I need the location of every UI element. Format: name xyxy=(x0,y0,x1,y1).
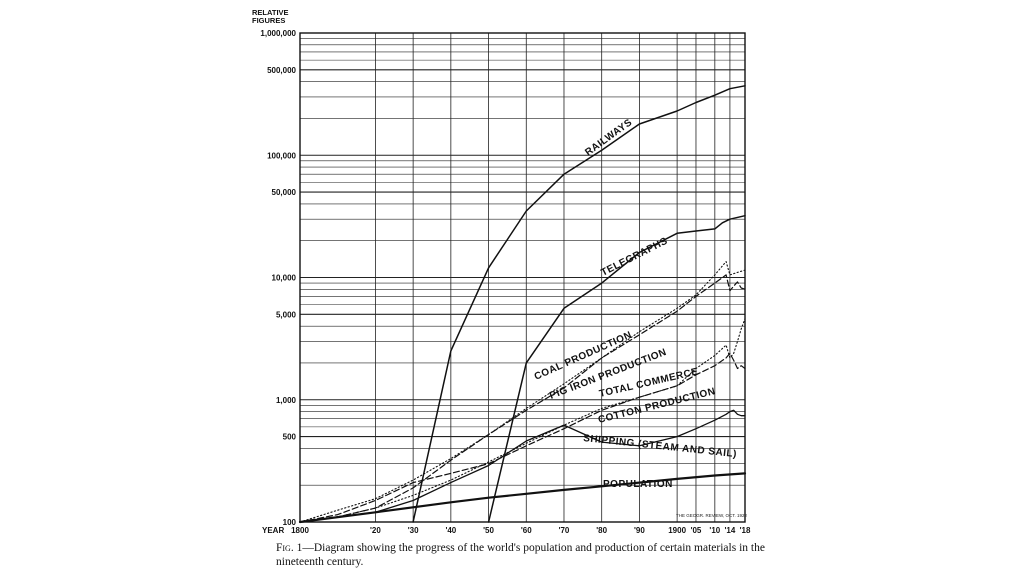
y-tick-label: 500 xyxy=(283,433,297,442)
y-tick-label: 10,000 xyxy=(272,274,297,283)
x-tick-label: '30 xyxy=(408,526,419,535)
series-line-3 xyxy=(299,274,746,523)
series-line-7 xyxy=(298,472,747,524)
series-label: POPULATION xyxy=(603,479,673,490)
x-tick-label: '80 xyxy=(596,526,607,535)
credit-note: THE GEOGR. REVIEW, OCT. 1922 xyxy=(676,513,748,518)
chart-axes xyxy=(299,32,746,523)
x-tick-label: '60 xyxy=(521,526,532,535)
x-tick-label: 1800 xyxy=(291,526,309,535)
series-label: TELEGRAPHS xyxy=(599,236,669,279)
figure-number: Fig. 1 xyxy=(276,542,303,554)
x-tick-label: '14 xyxy=(725,526,736,535)
series-line-4 xyxy=(299,318,746,523)
y-tick-label: 1,000,000 xyxy=(260,29,296,38)
series-label: SHIPPING (STEAM AND SAIL) xyxy=(583,433,738,460)
series-label: RAILWAYS xyxy=(583,117,634,158)
x-tick-label: '18 xyxy=(740,526,751,535)
plot-frame xyxy=(299,32,746,523)
x-axis-prefix: YEAR xyxy=(262,526,284,535)
x-tick-label: '70 xyxy=(559,526,570,535)
y-tick-label: 100,000 xyxy=(267,151,296,160)
y-axis-title-line-1: RELATIVE xyxy=(252,8,289,17)
caption-text: —Diagram showing the progress of the wor… xyxy=(276,542,765,568)
series-line-5 xyxy=(299,352,746,523)
y-tick-label: 100 xyxy=(283,518,297,527)
series-line-6 xyxy=(299,409,746,523)
y-tick-label: 1,000 xyxy=(276,396,297,405)
x-tick-label: 1900 xyxy=(668,526,686,535)
x-tick-label: '50 xyxy=(483,526,494,535)
tick-labels: 100 500 1,000 5,000 10,000 50,000 100,000 500,0… xyxy=(260,29,751,535)
series-line-2 xyxy=(299,261,746,523)
series-line-1 xyxy=(487,214,746,523)
x-tick-label: '10 xyxy=(709,526,720,535)
figure-caption: Fig. 1—Diagram showing the progress of t… xyxy=(276,541,776,569)
x-tick-label: '05 xyxy=(691,526,702,535)
y-tick-label: 500,000 xyxy=(267,66,296,75)
y-tick-label: 5,000 xyxy=(276,310,297,319)
y-tick-label: 50,000 xyxy=(272,188,297,197)
series-lines xyxy=(298,85,747,524)
series-line-0 xyxy=(412,85,746,523)
y-axis-title-line-2: FIGURES xyxy=(252,16,285,25)
x-tick-label: '90 xyxy=(634,526,645,535)
x-tick-label: '20 xyxy=(370,526,381,535)
x-tick-label: '40 xyxy=(445,526,456,535)
